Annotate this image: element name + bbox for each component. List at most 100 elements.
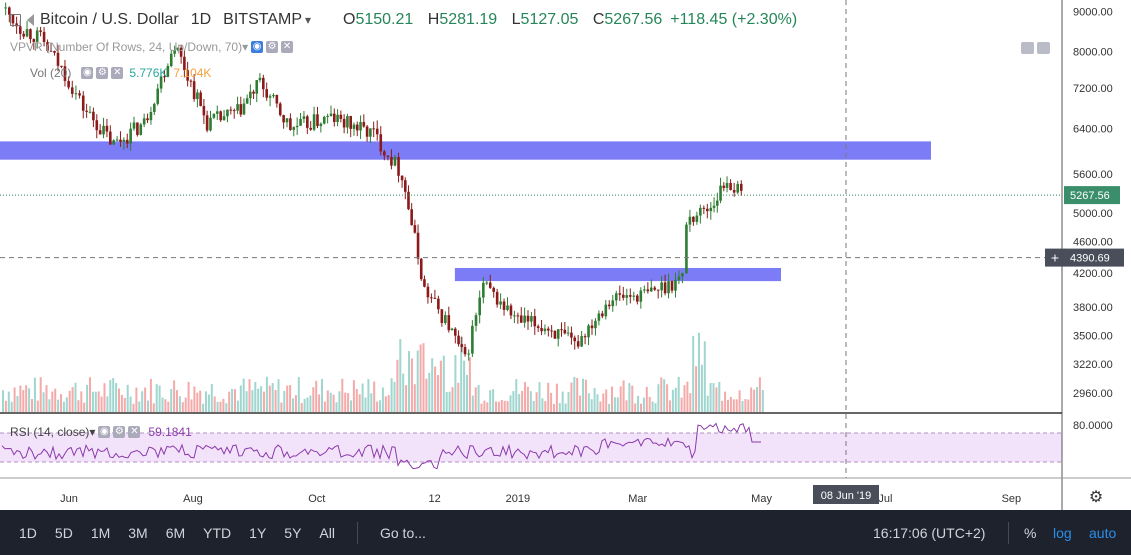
volume-bar [645,386,648,412]
volume-bar [445,391,448,412]
candle-body [265,89,269,98]
candle-body [372,128,375,130]
exchange-label[interactable]: BITSTAMP [223,11,302,28]
settings-icon[interactable]: ⚙ [113,426,126,438]
close-icon[interactable]: ✕ [111,67,124,79]
open-label: O [343,11,356,28]
candle-body [329,113,333,116]
volume-bar [268,385,271,412]
candle-body [729,183,732,190]
move-icon[interactable] [1037,42,1050,54]
candle-body [278,103,282,116]
interval-label[interactable]: 1D [190,11,212,28]
goto-button[interactable]: Go to... [379,524,426,541]
volume-bar [13,387,16,412]
volume-bar [669,400,671,412]
candle-body [653,287,657,290]
rsi-label[interactable]: RSI (14, close) [10,425,90,439]
candle-body [202,106,206,116]
eye-icon[interactable]: ◉ [98,426,111,438]
volume-bar [471,395,474,412]
volume-value: 5.776K [129,66,168,80]
range-1d[interactable]: 1D [19,524,37,541]
time-tick-label: Jun [60,493,78,505]
volume-bar [448,391,451,412]
volume-bar [263,391,265,412]
candle-body [192,81,196,100]
candle-body [258,77,262,81]
volume-bar [677,376,680,412]
settings-icon[interactable]: ⚙ [96,67,109,79]
volume-bar [437,375,439,412]
price-chart[interactable]: 80.0000 9000.00 8000.00 7200.00 6400.00 5600… [0,0,1131,510]
range-all[interactable]: All [319,524,335,541]
candle-body [53,50,56,53]
volume-bar [187,381,190,412]
volume-bar [48,399,51,412]
eye-icon[interactable]: ◉ [251,41,264,53]
symbol-name[interactable]: Bitcoin / U.S. Dollar [40,11,179,28]
range-1y[interactable]: 1Y [249,524,267,541]
volume-bar [590,399,593,412]
chevron-down-icon[interactable]: ▾ [242,40,249,54]
candle-body [681,273,684,277]
pane-tools [1018,42,1050,54]
volume-bar [239,385,242,412]
candle-body [229,109,233,111]
candle-body [460,344,464,348]
percent-toggle[interactable]: % [1024,524,1037,541]
volume-bar [454,355,457,412]
volume-bar [500,399,503,412]
symbol-legend: Bitcoin / U.S. Dollar 1D BITSTAMP ▾ O515… [0,8,797,32]
candle-body [732,189,736,193]
candle-body [379,134,383,152]
close-icon[interactable]: ✕ [281,41,294,53]
candle-body [342,118,346,128]
volume-bar [634,403,637,412]
flag-icon[interactable] [27,14,34,26]
range-5y[interactable]: 5Y [284,524,302,541]
eye-icon[interactable]: ◉ [81,67,94,79]
range-6m[interactable]: 6M [165,524,186,541]
volume-bar [216,401,219,412]
maximize-icon[interactable] [1021,42,1034,54]
log-toggle[interactable]: log [1053,524,1072,541]
candle-body [454,328,457,336]
volume-bar [434,366,437,412]
volume-bar [248,379,251,412]
volume-bar [332,394,335,412]
settings-icon[interactable]: ⚙ [266,41,279,53]
volume-bar [376,401,379,412]
volume-bar [625,400,628,412]
collapse-icon[interactable] [10,14,21,26]
candle-body [105,125,109,132]
volume-bar [451,387,454,412]
candle-body [122,139,126,142]
range-1m[interactable]: 1M [90,524,111,541]
volume-bar [457,382,460,412]
volume-bar [326,390,329,412]
volume-bar [521,390,524,412]
chevron-down-icon[interactable]: ▾ [89,425,96,439]
volume-bar [413,384,416,412]
volume-bar [300,403,303,412]
auto-toggle[interactable]: auto [1089,524,1117,541]
gear-icon[interactable]: ⚙ [1089,489,1103,506]
candle-body [149,112,153,121]
clock-time[interactable]: 16:17:06 (UTC+2) [873,524,986,541]
vpvr-label[interactable]: VPVR (Number Of Rows, 24, Up/Down, 70) [10,40,243,54]
volume-label[interactable]: Vol (20) [30,66,72,80]
candlestick-series [4,2,743,361]
range-3m[interactable]: 3M [128,524,148,541]
close-icon[interactable]: ✕ [128,426,141,438]
range-5d[interactable]: 5D [54,524,73,541]
range-ytd[interactable]: YTD [203,524,232,541]
candle-body [457,335,460,345]
chevron-down-icon[interactable]: ▾ [305,13,312,27]
volume-bar [341,378,344,412]
candle-body [670,281,674,291]
candle-body [450,328,454,331]
candle-body [332,113,336,123]
volume-bar [584,379,587,412]
volume-bar [666,384,669,412]
